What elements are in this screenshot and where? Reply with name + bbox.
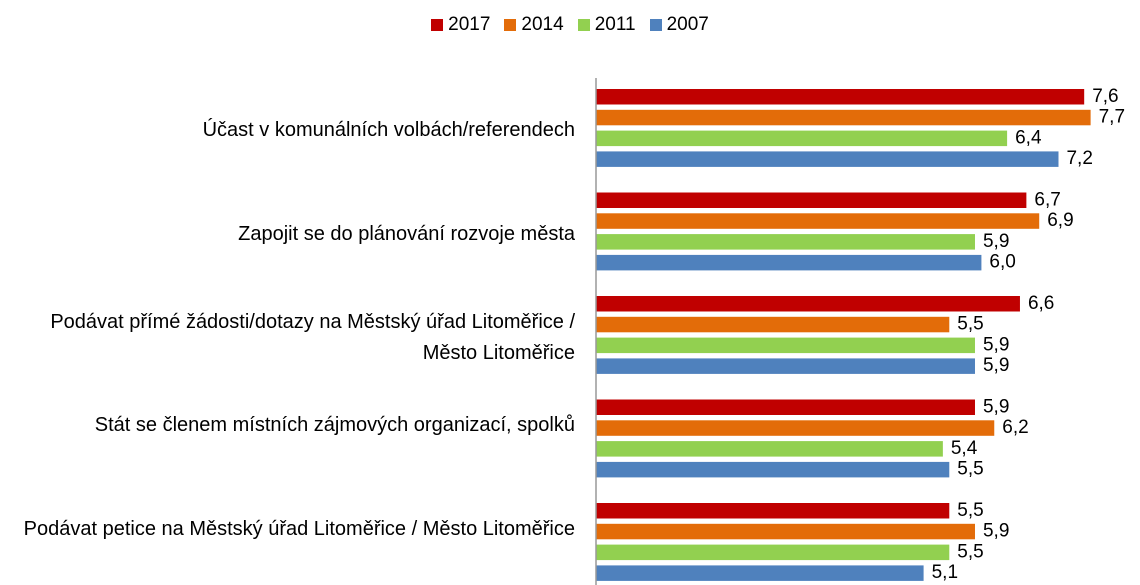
value-label: 5,9 — [983, 231, 1009, 252]
legend-swatch — [649, 19, 662, 31]
value-label: 6,6 — [1028, 293, 1054, 314]
value-label: 7,6 — [1092, 86, 1118, 107]
bar — [596, 441, 943, 457]
bar — [596, 399, 975, 415]
value-label: 5,9 — [983, 396, 1009, 417]
bar — [596, 109, 1091, 126]
legend-item: 2017 — [431, 14, 490, 36]
value-label: 6,9 — [1047, 210, 1073, 231]
category-label: Účast v komunálních volbách/referendech — [202, 119, 575, 142]
bar — [596, 337, 975, 354]
value-label: 5,1 — [932, 562, 958, 583]
legend-swatch — [577, 19, 590, 31]
category-label: Stát se členem místních zájmových organi… — [94, 414, 575, 437]
bar — [596, 89, 1085, 105]
bar — [596, 503, 950, 519]
legend-swatch — [504, 19, 517, 31]
value-label: 5,5 — [957, 459, 983, 480]
legend-label: 2007 — [666, 14, 709, 35]
bar — [596, 151, 1059, 167]
value-label: 5,5 — [957, 314, 983, 335]
category-label: Podávat petice na Městský úřad Litoměřic… — [23, 517, 575, 540]
value-label: 6,4 — [1015, 127, 1042, 148]
bar — [596, 296, 1020, 312]
bar — [596, 234, 975, 250]
value-label: 5,9 — [983, 521, 1009, 542]
value-label: 6,7 — [1034, 189, 1060, 210]
category-label: Zapojit se do plánování rozvoje města — [238, 222, 575, 245]
bar — [596, 461, 950, 478]
legend-item: 2007 — [649, 14, 709, 36]
legend-swatch — [431, 19, 444, 31]
bar — [596, 544, 950, 561]
legend-item: 2014 — [504, 14, 564, 36]
value-label: 6,0 — [989, 252, 1015, 273]
value-label: 7,7 — [1099, 107, 1125, 128]
bar — [596, 523, 975, 540]
bar — [596, 130, 1008, 147]
value-label: 7,2 — [1066, 148, 1092, 169]
value-label: 6,2 — [1002, 417, 1028, 438]
bar — [596, 358, 975, 374]
legend-label: 2011 — [594, 14, 636, 35]
legend: 2017 2014 2011 2007 — [0, 14, 1140, 36]
value-label: 5,9 — [983, 334, 1009, 355]
value-label: 5,4 — [951, 438, 978, 459]
legend-label: 2017 — [448, 14, 491, 35]
bar — [596, 192, 1027, 208]
value-label: 5,9 — [983, 355, 1009, 376]
legend-item: 2011 — [577, 14, 636, 36]
bar — [596, 316, 950, 333]
bar — [596, 254, 982, 271]
value-label: 5,5 — [957, 500, 983, 521]
legend-label: 2014 — [521, 14, 564, 35]
value-label: 5,5 — [957, 541, 983, 562]
category-label: Podávat přímé žádosti/dotazy na Městský … — [50, 310, 575, 364]
bar — [596, 420, 995, 436]
bar — [596, 213, 1040, 229]
bar — [596, 565, 924, 581]
